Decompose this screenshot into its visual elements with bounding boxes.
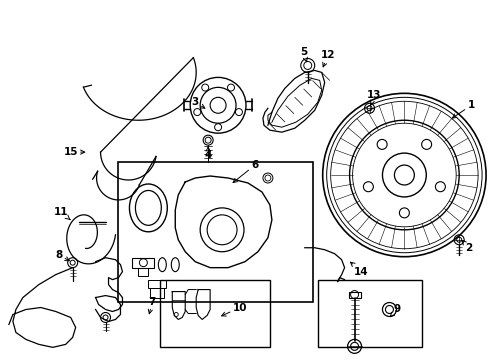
Bar (160, 280, 270, 347)
Text: 3: 3 (192, 97, 205, 108)
Text: 7: 7 (148, 297, 156, 314)
Text: 11: 11 (53, 207, 70, 220)
Text: 1: 1 (452, 100, 475, 118)
Text: 6: 6 (233, 160, 259, 183)
Text: 13: 13 (367, 90, 382, 105)
Text: 8: 8 (55, 250, 69, 261)
Text: 2: 2 (462, 240, 473, 253)
Bar (132, 258, 154, 268)
Bar (119, 162, 313, 302)
Bar (138, 268, 148, 276)
Text: 5: 5 (300, 48, 307, 62)
Text: 15: 15 (63, 147, 85, 157)
Text: 12: 12 (320, 50, 335, 67)
Bar (318, 280, 422, 347)
Bar (348, 292, 361, 298)
Text: 10: 10 (221, 302, 247, 316)
Text: 9: 9 (390, 305, 401, 317)
Text: 14: 14 (350, 262, 369, 276)
Bar (150, 288, 164, 298)
Text: 4: 4 (204, 147, 212, 160)
Bar (148, 280, 166, 288)
